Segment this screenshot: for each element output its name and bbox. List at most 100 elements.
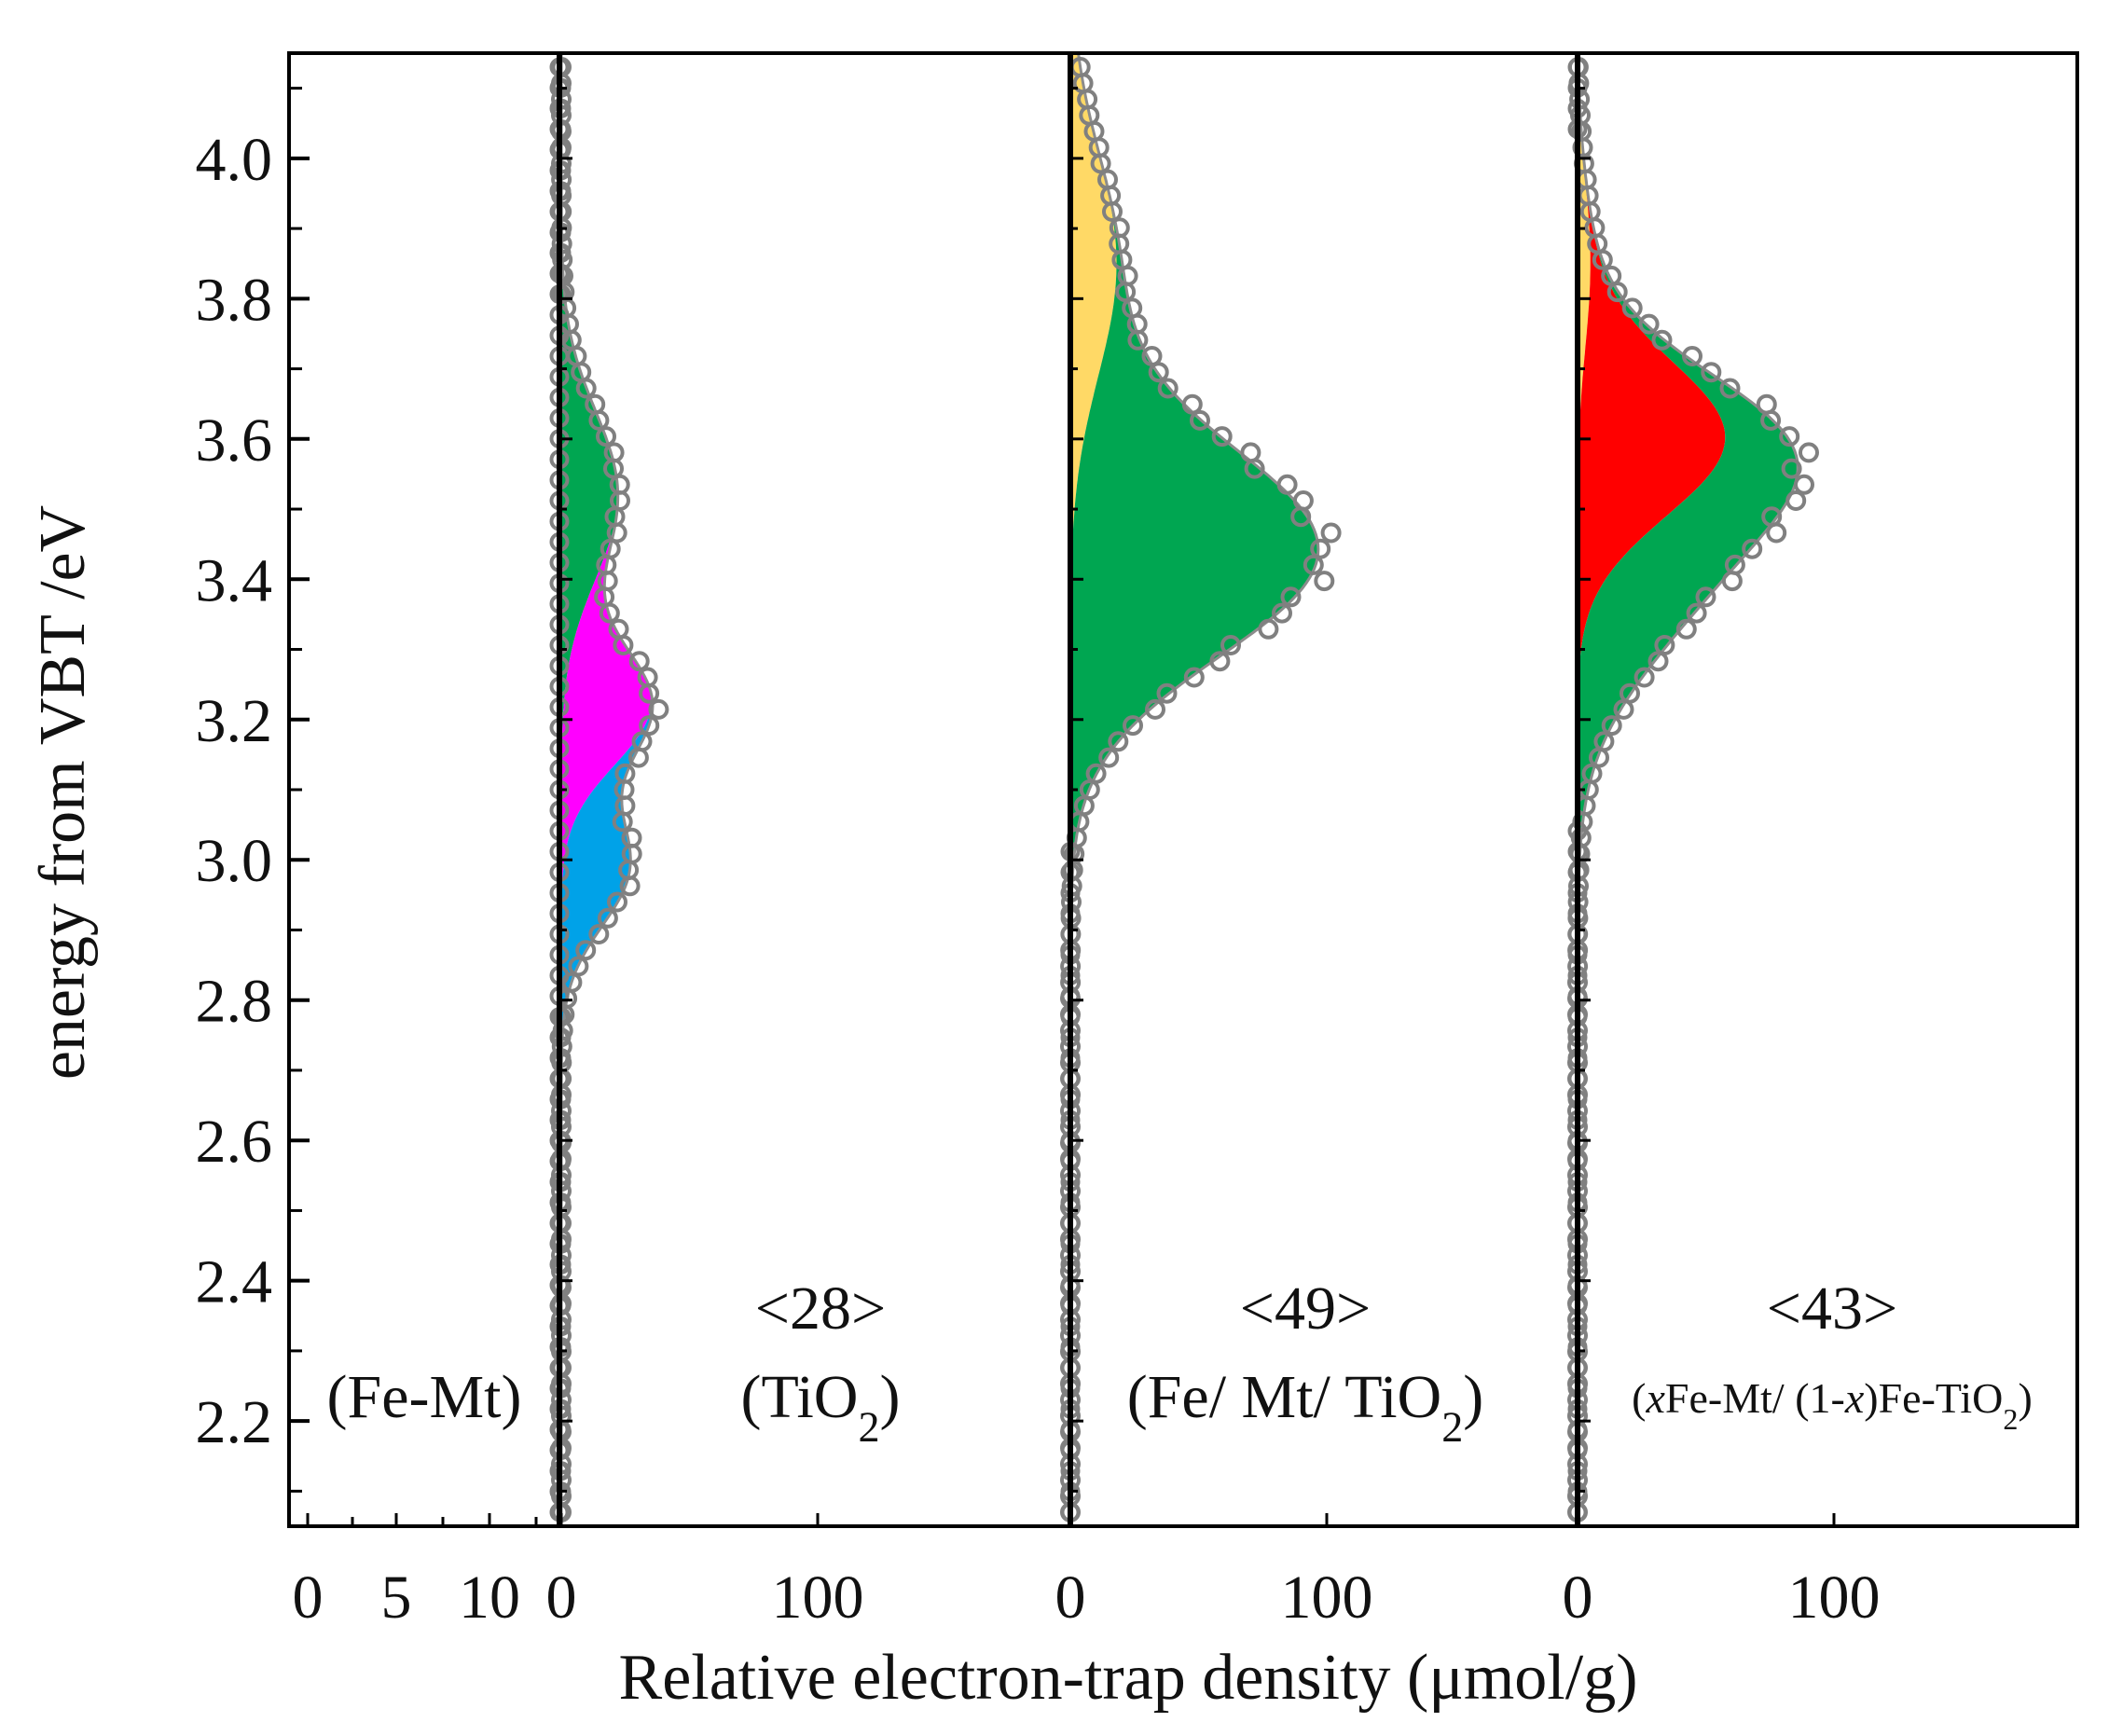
fill-tio2-blue [561,53,653,1526]
y-tick-label: 2.6 [196,1108,273,1176]
data-point [575,940,597,961]
data-point [597,907,618,929]
panel-label-xfe-mt-fe-tio2: (xFe-Mt/ (1-x)Fe-TiO2) [1632,1374,2033,1436]
y-tick-label: 2.4 [196,1248,273,1316]
data-point [1145,698,1165,720]
data-point [637,667,658,688]
x-tick-label: 100 [1281,1564,1373,1632]
data-point [1761,506,1783,528]
data-point [1310,538,1331,559]
data-markers [549,57,1819,1522]
data-point [1292,490,1314,511]
data-point [1141,346,1163,366]
data-point [1220,635,1241,655]
panel-total-tio2: <28> [755,1274,886,1343]
data-point [1123,715,1143,737]
y-tick-label: 3.8 [196,266,273,334]
x-tick-label: 100 [1788,1564,1881,1632]
panel-total-xfe-mt-fe-tio2: <43> [1767,1274,1897,1343]
panel-label-fe-mt: (Fe-Mt) [327,1363,522,1431]
data-point [621,827,642,848]
fit-curve-xfe-mt-fe-tio2 [1576,52,1799,1526]
data-point [1719,378,1741,399]
data-point [1272,602,1292,624]
data-point [1181,393,1203,415]
data-point [1280,586,1302,608]
data-point [1601,265,1622,286]
data-point [631,731,653,752]
data-point [1240,442,1261,463]
data-point [1675,618,1697,640]
data-point [1276,474,1298,495]
data-point [1209,651,1231,672]
component-fills [561,53,1799,1526]
data-point [588,924,610,944]
axes [287,51,2079,1528]
data-point [1108,731,1129,752]
data-point [1686,602,1707,624]
data-point [1794,474,1814,495]
data-point [1721,571,1743,592]
x-tick-label: 0 [546,1564,577,1632]
data-point [1779,426,1800,448]
data-point [1799,442,1819,463]
data-point [1085,763,1107,784]
y-tick-label: 3.0 [196,827,273,895]
chart-text: energy from VBT /eV Relative electron-tr… [27,126,2033,1714]
y-tick-label: 2.2 [196,1388,273,1456]
x-tick-label: 0 [293,1564,324,1632]
data-point [1601,715,1622,737]
data-point [568,956,589,977]
x-tick-label: 10 [459,1564,520,1632]
data-point [1620,682,1640,704]
data-point [1781,458,1802,479]
fill-tio2-magenta [561,53,652,1526]
panel-label-fe-mt-tio2: (Fe/ Mt/ TiO2) [1127,1363,1484,1451]
data-point [1258,618,1279,640]
data-point [1156,682,1178,704]
data-point [607,891,627,913]
y-tick-label: 3.6 [196,406,273,475]
data-point [1633,667,1655,688]
data-point [1651,329,1673,351]
fill-xfe-mt-fe-tio2-red [1578,53,1726,1526]
data-point [1593,731,1615,752]
panel-label-tio2: (TiO2) [740,1363,900,1451]
data-point [639,715,660,737]
data-point [648,698,669,720]
data-point [596,426,616,448]
panel-total-fe-mt-tio2: <49> [1240,1274,1371,1343]
data-point [603,442,625,463]
data-point [1190,409,1210,431]
fill-fe-mt-tio2-yellow [1070,53,1117,1526]
data-point [608,618,629,640]
x-tick-label: 100 [772,1564,864,1632]
data-point [1701,362,1722,383]
data-point [1742,538,1763,559]
fill-fe-mt-tio2-green [1070,53,1318,1526]
data-point [1183,667,1205,688]
fit-curves [559,52,1799,1526]
data-point [1621,297,1643,319]
y-axis-label: energy from VBT /eV [27,505,99,1080]
data-point [1756,393,1777,415]
x-tick-label: 0 [1055,1564,1086,1632]
x-tick-label: 5 [381,1564,412,1632]
data-point [1098,747,1120,768]
data-point [1097,169,1118,190]
data-point [1211,426,1233,448]
data-point [585,393,606,415]
data-point [1785,490,1807,511]
y-tick-label: 3.4 [196,546,273,614]
data-point [614,763,636,784]
data-point [1766,522,1787,544]
x-tick-label: 0 [1563,1564,1593,1632]
x-axis-label: Relative electron-trap density (μmol/g) [619,1642,1638,1714]
fill-tio2-green [561,53,618,1526]
data-point [1654,635,1675,655]
data-point [1581,763,1603,784]
data-point [1695,586,1716,608]
data-point [1303,554,1324,575]
